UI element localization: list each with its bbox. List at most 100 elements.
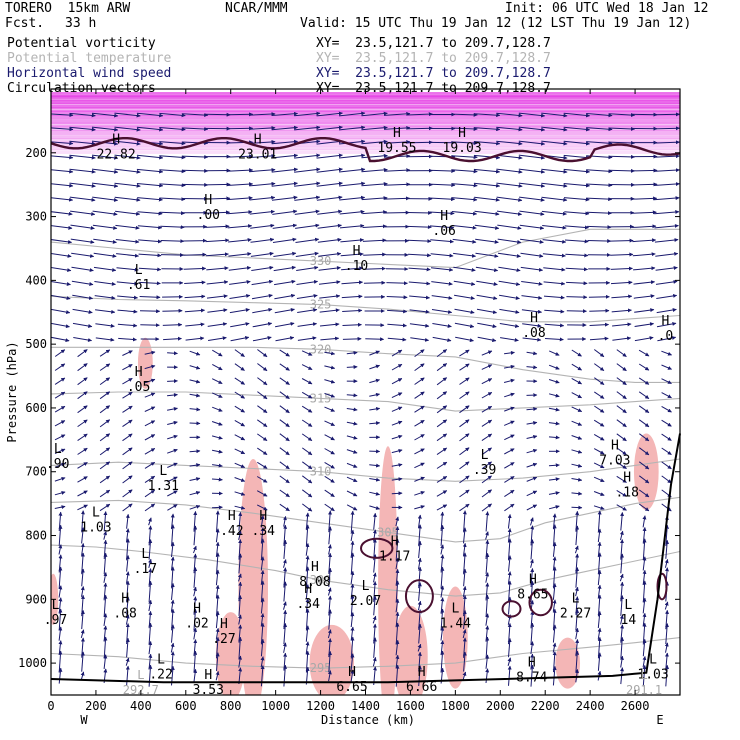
extremum-value: .34 bbox=[296, 597, 320, 612]
circulation-vector bbox=[80, 568, 85, 587]
circulation-vector bbox=[51, 239, 72, 244]
circulation-vector bbox=[616, 475, 627, 483]
circulation-vector bbox=[476, 280, 498, 287]
x-tick-label: 600 bbox=[175, 699, 197, 713]
circulation-vector bbox=[294, 195, 321, 201]
circulation-vector bbox=[328, 526, 332, 545]
circulation-vector bbox=[477, 322, 497, 329]
circulation-vector bbox=[504, 420, 515, 426]
circulation-vector bbox=[77, 490, 88, 497]
circulation-vector bbox=[586, 127, 613, 132]
circulation-vector bbox=[122, 503, 133, 512]
circulation-vector bbox=[440, 585, 445, 598]
circulation-vector bbox=[361, 111, 388, 117]
circulation-vector bbox=[167, 504, 178, 511]
y-tick-label: 900 bbox=[25, 592, 47, 606]
circulation-vector bbox=[548, 393, 560, 398]
circulation-vector bbox=[541, 196, 568, 202]
circulation-vector bbox=[342, 336, 362, 341]
extremum-value: 2.07 bbox=[350, 594, 381, 609]
circulation-vector bbox=[144, 461, 156, 469]
circulation-vector bbox=[593, 419, 605, 427]
circulation-vector bbox=[350, 653, 355, 670]
circulation-vector bbox=[529, 559, 534, 568]
circulation-vector bbox=[350, 669, 355, 682]
circulation-vector bbox=[324, 461, 335, 469]
circulation-vector bbox=[192, 545, 197, 554]
circulation-vector bbox=[519, 196, 545, 202]
circulation-vector bbox=[136, 154, 164, 160]
circulation-vector bbox=[634, 308, 655, 313]
circulation-vector bbox=[409, 323, 430, 328]
circulation-vector bbox=[249, 126, 276, 131]
circulation-vector bbox=[227, 224, 253, 229]
circulation-vector bbox=[638, 377, 650, 385]
circulation-vector bbox=[318, 266, 341, 271]
circulation-vector bbox=[181, 127, 209, 132]
circulation-vector bbox=[616, 391, 627, 400]
extremum-value: .10 bbox=[345, 259, 368, 274]
circulation-vector bbox=[391, 363, 403, 371]
circulation-vector bbox=[183, 252, 207, 257]
circulation-vector bbox=[429, 197, 455, 202]
circulation-vector bbox=[571, 491, 583, 496]
circulation-vector bbox=[324, 351, 336, 356]
circulation-vector bbox=[408, 267, 431, 272]
circulation-vector bbox=[346, 435, 358, 440]
circulation-vector bbox=[72, 308, 93, 314]
extremum-type: H bbox=[391, 534, 399, 549]
circulation-vector bbox=[395, 557, 400, 570]
circulation-vector bbox=[275, 336, 295, 342]
extremum-value: .18 bbox=[615, 485, 638, 500]
circulation-vector bbox=[319, 294, 341, 299]
circulation-vector bbox=[361, 196, 388, 201]
circulation-vector bbox=[519, 210, 545, 216]
circulation-vector bbox=[451, 141, 478, 146]
circulation-vector bbox=[226, 182, 254, 187]
circulation-vector bbox=[436, 377, 448, 386]
circulation-vector bbox=[91, 112, 119, 118]
circulation-vector bbox=[118, 337, 137, 342]
circulation-vector bbox=[274, 307, 295, 314]
circulation-vector bbox=[339, 223, 365, 229]
circulation-vector bbox=[94, 281, 116, 286]
circulation-vector bbox=[234, 477, 246, 482]
circulation-vector bbox=[431, 281, 453, 286]
circulation-vector bbox=[631, 168, 658, 173]
circulation-vector bbox=[530, 580, 535, 603]
circulation-vector bbox=[571, 435, 583, 440]
circulation-vector bbox=[114, 112, 141, 118]
circulation-vector bbox=[294, 209, 320, 215]
extremum-value: 1.44 bbox=[440, 616, 471, 631]
y-tick-label: 600 bbox=[25, 401, 47, 415]
circulation-vector bbox=[70, 238, 95, 244]
circulation-vector bbox=[99, 349, 111, 357]
circulation-vector bbox=[125, 614, 130, 625]
circulation-vector bbox=[391, 378, 403, 385]
circulation-vector bbox=[409, 309, 430, 314]
circulation-vector bbox=[383, 111, 411, 116]
circulation-vector bbox=[328, 609, 333, 630]
circulation-vector bbox=[301, 350, 313, 356]
circulation-vector bbox=[257, 447, 268, 456]
circulation-vector bbox=[139, 295, 161, 300]
circulation-vector bbox=[274, 293, 296, 300]
circulation-vector bbox=[563, 183, 590, 188]
circulation-vector bbox=[249, 139, 276, 144]
circulation-vector bbox=[526, 365, 538, 370]
circulation-vector bbox=[122, 391, 133, 399]
circulation-vector bbox=[369, 406, 381, 411]
circulation-vector bbox=[184, 294, 206, 299]
circulation-vector bbox=[69, 112, 96, 118]
circulation-vector bbox=[477, 336, 497, 343]
circulation-vector bbox=[99, 489, 111, 498]
circulation-vector bbox=[256, 490, 268, 497]
circulation-vector bbox=[238, 553, 243, 574]
circulation-vector bbox=[226, 126, 254, 131]
circulation-vector bbox=[496, 112, 523, 118]
circulation-vector bbox=[386, 281, 408, 286]
circulation-vector bbox=[144, 392, 156, 398]
circulation-vector bbox=[661, 461, 672, 470]
circulation-vector bbox=[436, 363, 448, 372]
circulation-vector bbox=[661, 364, 672, 370]
